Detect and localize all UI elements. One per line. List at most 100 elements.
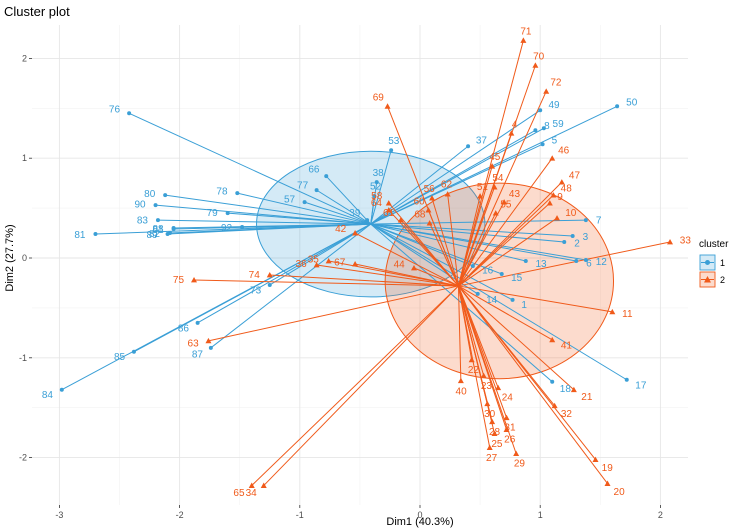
point-label-65: 65 [233,488,245,499]
point-22 [468,356,475,363]
point-label-70: 70 [533,51,545,62]
spoke-10 [458,217,558,287]
x-tick-label: -1 [296,510,304,520]
point-25 [491,430,498,437]
point-label-58: 58 [371,191,383,202]
x-tick-label: -3 [55,510,63,520]
cluster-points [59,37,674,488]
point-41 [549,336,556,343]
point-label-89: 89 [146,230,158,241]
point-14 [475,291,480,296]
point-44 [410,264,417,271]
point-label-11: 11 [622,309,633,320]
y-tick-label: 0 [22,253,27,263]
spoke-72 [458,91,547,287]
point-79 [225,211,230,216]
spoke-90 [155,204,371,225]
point-label-42: 42 [335,224,347,235]
chart-title: Cluster plot [4,4,70,19]
point-label-52: 52 [370,182,382,193]
point-label-13: 13 [536,259,548,270]
point-29 [513,450,520,457]
point-label-44: 44 [394,260,406,271]
spoke-56 [431,197,459,287]
cluster-spokes [61,40,671,486]
x-tick-label: 1 [538,510,543,520]
spoke-62 [447,194,459,287]
spoke-85 [133,223,371,353]
point-11 [609,308,616,315]
point-52 [372,194,377,199]
spoke-13 [370,223,526,262]
point-label-20: 20 [614,487,626,498]
point-61 [397,217,404,223]
point-2 [562,240,567,245]
point-label-75: 75 [173,275,185,286]
spoke-20 [458,285,608,484]
point-label-92: 92 [221,223,233,234]
point-label-54: 54 [492,173,504,184]
point-label-18: 18 [560,384,572,395]
spoke-50 [370,105,618,225]
point-label-7: 7 [596,215,602,226]
point-label-80: 80 [144,189,156,200]
point-62 [444,191,451,197]
point-80 [163,193,168,198]
point-label-39: 39 [349,208,361,219]
point-label-69: 69 [373,93,385,104]
point-43 [501,199,508,205]
point-label-66: 66 [308,164,320,175]
point-72 [543,88,550,94]
x-tick-label: -2 [176,510,184,520]
spoke-71 [457,40,524,287]
point-label-84: 84 [42,390,54,401]
point-90 [153,203,158,208]
point-57 [302,200,307,205]
point-label-46: 46 [558,146,570,157]
point-3 [570,234,575,239]
legend-title: cluster [699,239,729,250]
legend-label-1: 1 [720,258,725,268]
point-49 [538,108,543,113]
y-tick-label: 2 [22,53,27,63]
spoke-69 [387,106,459,287]
spoke-63 [208,285,459,342]
point-label-22: 22 [468,365,480,376]
spoke-52 [370,196,375,225]
point-label-77: 77 [297,180,309,191]
spoke-16 [370,223,474,267]
spoke-36 [316,264,459,287]
point-label-5: 5 [552,136,558,147]
spoke-17 [370,223,628,381]
point-8 [533,128,538,133]
spoke-68 [429,222,459,287]
spoke-33 [458,241,671,287]
point-4 [508,130,515,136]
point-label-71: 71 [520,26,532,37]
point-54 [491,184,498,190]
point-17 [624,377,629,382]
point-label-78: 78 [216,186,228,197]
point-7 [583,218,588,223]
point-28 [489,418,496,425]
point-15 [499,271,504,276]
spoke-47 [458,181,563,287]
point-label-10: 10 [565,208,577,219]
legend-triangle-icon [704,276,711,283]
point-63 [205,337,212,344]
spoke-78 [237,192,371,225]
point-label-79: 79 [207,208,219,219]
point-label-87: 87 [192,349,204,360]
point-label-33: 33 [680,235,692,246]
point-label-14: 14 [486,295,498,306]
spoke-92 [242,223,371,228]
spoke-76 [128,112,371,225]
spoke-70 [457,65,536,287]
point-label-49: 49 [549,100,561,111]
point-label-56: 56 [424,184,436,195]
point-label-63: 63 [188,338,200,349]
point-47 [558,179,565,185]
point-label-45: 45 [489,152,501,163]
point-16 [470,263,475,268]
